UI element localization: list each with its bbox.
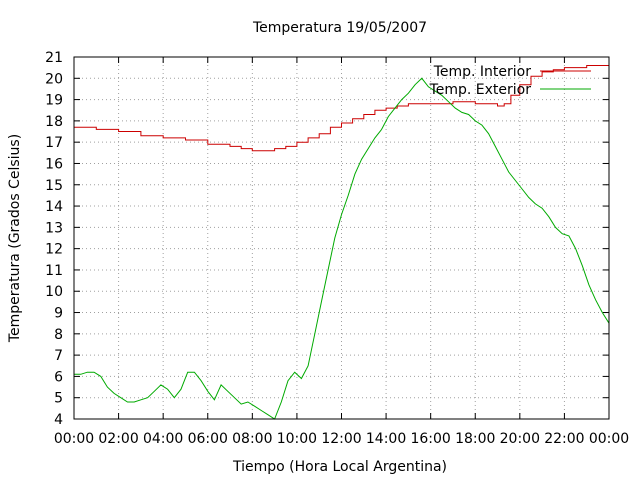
x-tick-label: 18:00 [455, 431, 495, 447]
y-tick-label: 11 [45, 263, 63, 279]
y-tick-label: 21 [45, 50, 63, 66]
x-tick-label: 20:00 [500, 431, 540, 447]
chart-title: Temperatura 19/05/2007 [252, 20, 427, 36]
x-tick-label: 16:00 [410, 431, 450, 447]
axis-ticks [73, 56, 610, 420]
series-lines [74, 65, 610, 420]
y-tick-label: 6 [54, 369, 63, 385]
legend-label-interior: Temp. Interior [433, 64, 532, 80]
x-tick-label: 00:00 [589, 431, 629, 447]
y-tick-label: 17 [45, 135, 63, 151]
y-tick-labels: 4 5 6 7 8 9 10 11 12 13 14 15 16 17 18 19 20 21 [45, 50, 63, 428]
x-tick-label: 02:00 [98, 431, 138, 447]
series-line-exterior [74, 77, 610, 420]
y-tick-label: 9 [54, 306, 63, 322]
legend: Temp. Interior Temp. Exterior [429, 64, 591, 98]
x-tick-label: 10:00 [277, 431, 317, 447]
x-tick-label: 22:00 [544, 431, 584, 447]
series-line-interior [74, 65, 609, 152]
y-tick-label: 10 [45, 284, 63, 300]
y-tick-label: 16 [45, 156, 63, 172]
y-tick-label: 5 [54, 391, 63, 407]
y-tick-label: 12 [45, 242, 63, 258]
x-tick-label: 06:00 [188, 431, 228, 447]
y-axis-label: Temperatura (Grados Celsius) [7, 134, 23, 343]
y-tick-label: 13 [45, 220, 63, 236]
x-tick-label: 04:00 [143, 431, 183, 447]
legend-label-exterior: Temp. Exterior [429, 82, 532, 98]
y-tick-label: 14 [45, 199, 63, 215]
x-tick-label: 00:00 [54, 431, 94, 447]
y-tick-label: 7 [54, 348, 63, 364]
grid-lines [74, 57, 609, 419]
y-tick-label: 8 [54, 327, 63, 343]
x-tick-label: 14:00 [366, 431, 406, 447]
y-tick-label: 15 [45, 178, 63, 194]
x-tick-label: 08:00 [232, 431, 272, 447]
y-tick-label: 18 [45, 114, 63, 130]
y-tick-label: 20 [45, 71, 63, 87]
x-axis-label: Tiempo (Hora Local Argentina) [232, 459, 447, 475]
x-tick-labels: 00:00 02:00 04:00 06:00 08:00 10:00 12:00 14:00… [54, 431, 629, 447]
x-tick-label: 12:00 [321, 431, 361, 447]
y-tick-label: 19 [45, 93, 63, 109]
y-tick-label: 4 [54, 412, 63, 428]
